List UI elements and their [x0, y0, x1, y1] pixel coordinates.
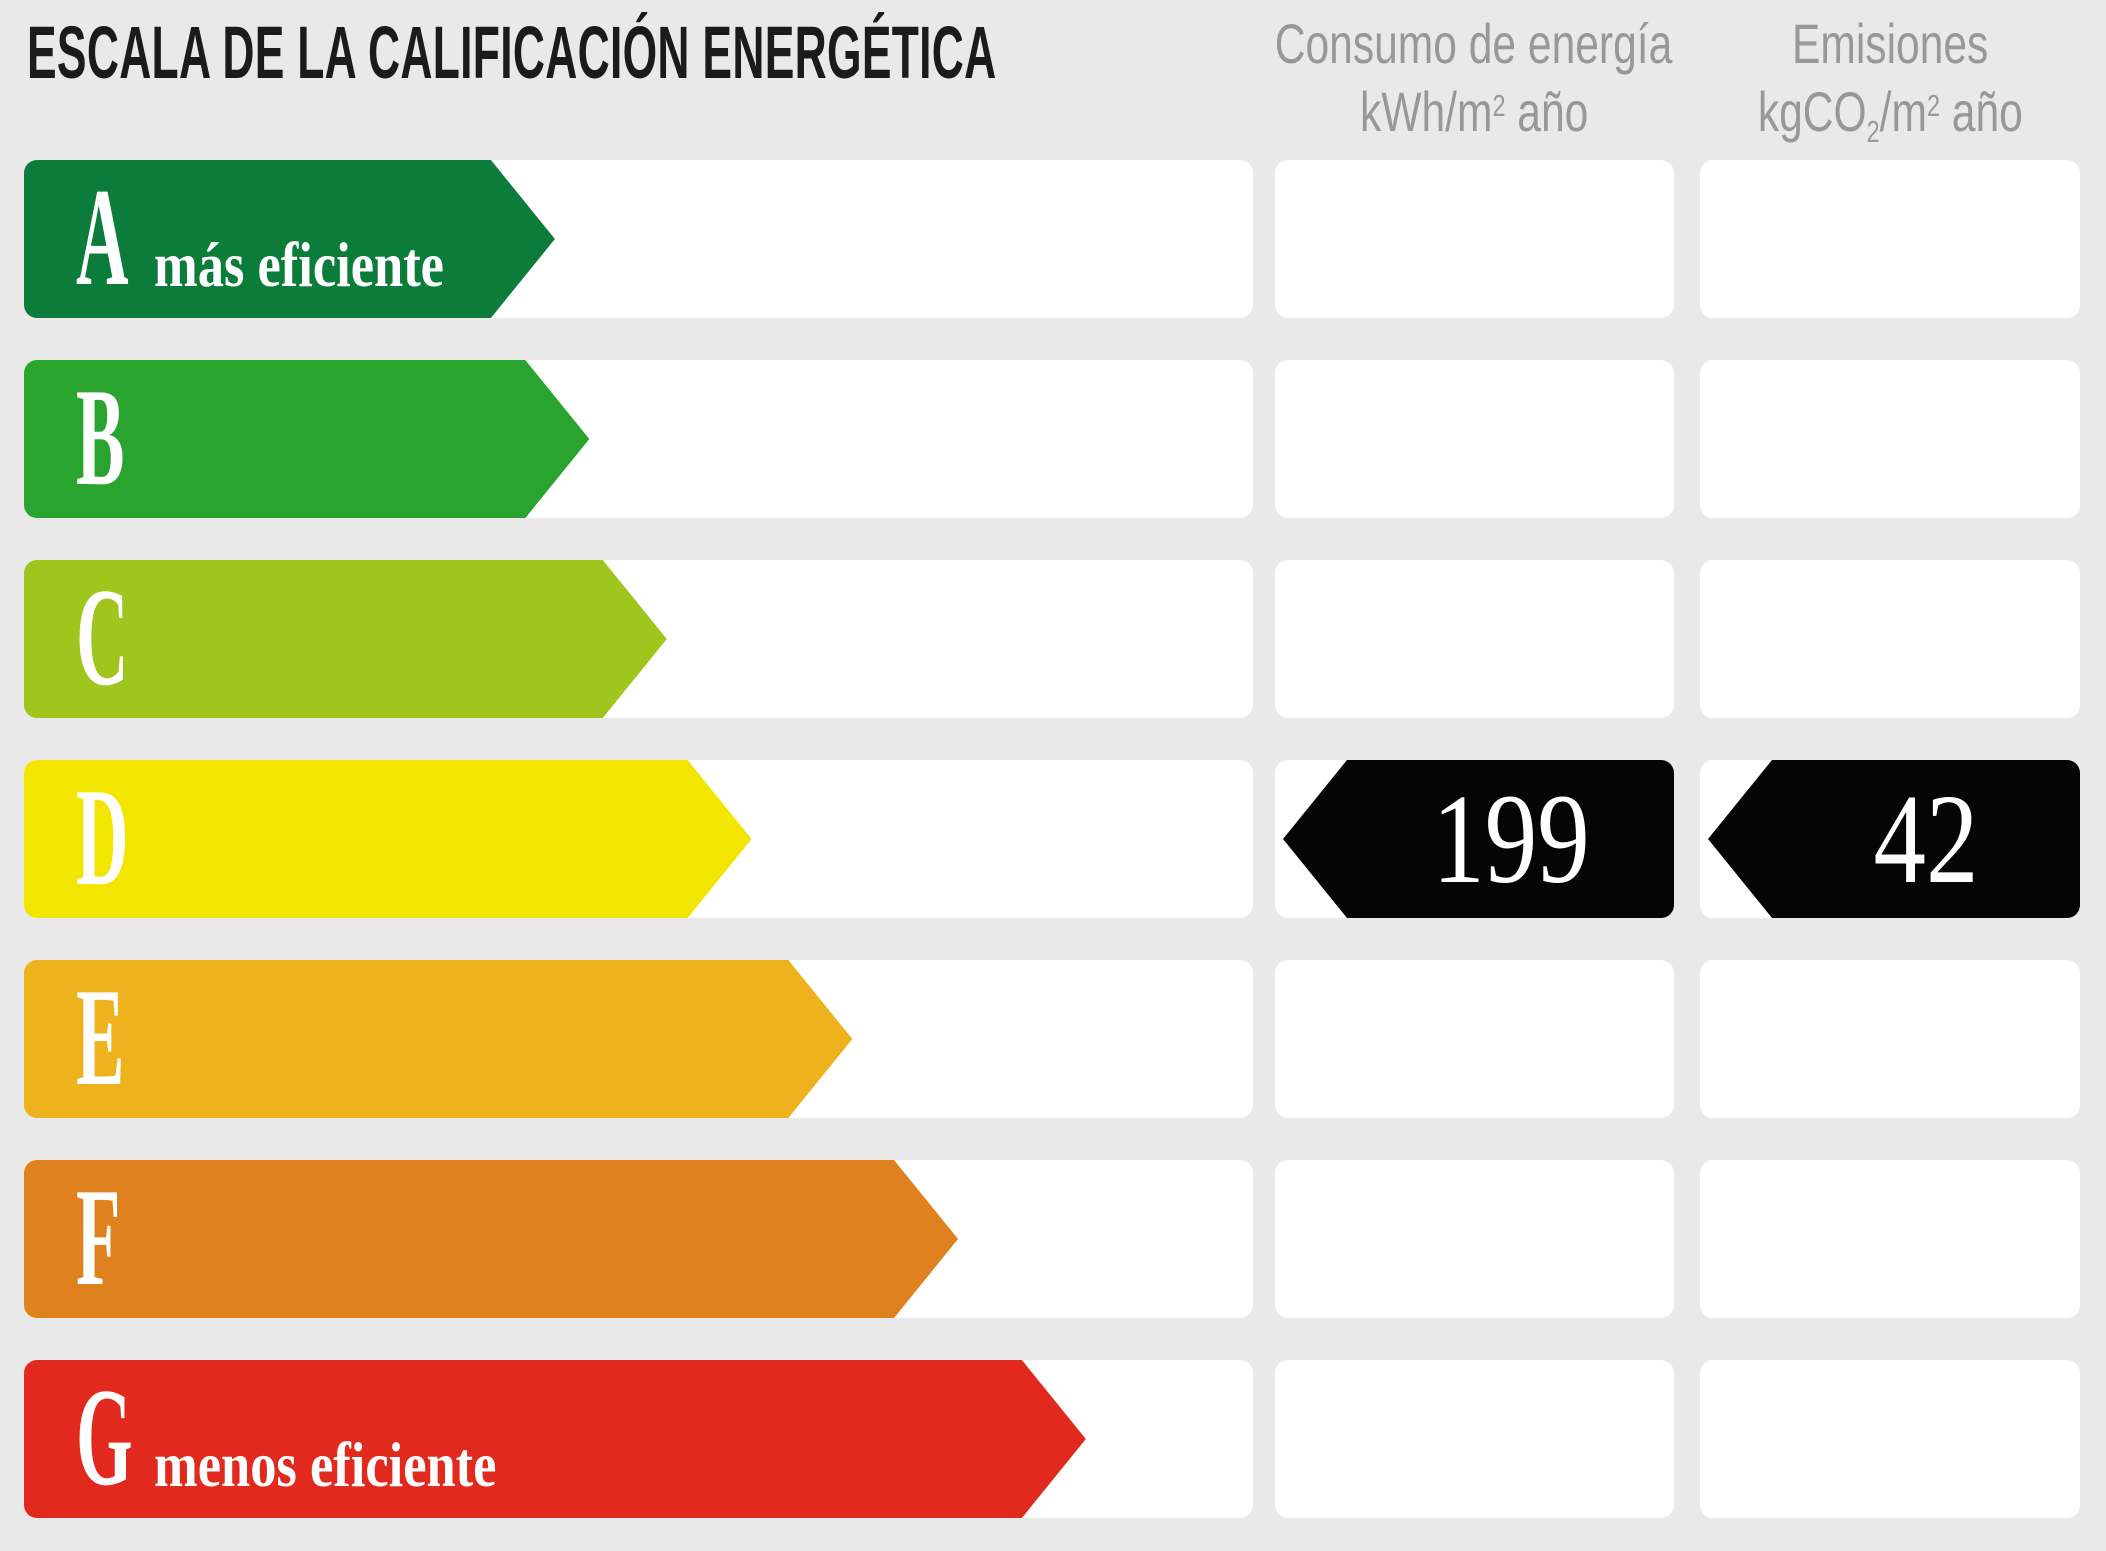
consumption-header-line1: Consumo de energía	[1275, 12, 1673, 75]
rating-arrow-f: F	[24, 1160, 958, 1318]
consumption-value: 199	[1431, 768, 1590, 910]
rating-letter-a: A	[76, 160, 129, 315]
rating-arrow-b: B	[24, 360, 589, 518]
rating-row-c: C	[0, 560, 2106, 718]
rating-arrow-e: E	[24, 960, 852, 1118]
rating-row-b: B	[0, 360, 2106, 518]
emissions-header-unit: kgCO2/m2 año	[1757, 80, 2023, 150]
consumption-header-unit: kWh/m2 año	[1359, 80, 1589, 144]
emissions-cell-b	[1700, 360, 2080, 518]
consumption-cell-b	[1275, 360, 1674, 518]
emissions-cell-f	[1700, 1160, 2080, 1318]
rating-letter-g: G	[76, 1360, 133, 1515]
rating-row-e: E	[0, 960, 2106, 1118]
consumption-value-arrow: 199	[1283, 760, 1674, 918]
rating-track-b: B	[24, 360, 1253, 518]
emissions-cell-d: 42	[1700, 760, 2080, 918]
page-title: ESCALA DE LA CALIFICACIÓN ENERGÉTICA	[27, 11, 997, 94]
consumption-cell-d: 199	[1275, 760, 1674, 918]
rating-arrow-d: D	[24, 760, 752, 918]
emissions-value: 42	[1873, 768, 1979, 910]
consumption-cell-c	[1275, 560, 1674, 718]
rating-arrow-a: A más eficiente	[24, 160, 555, 318]
emissions-header-line1: Emisiones	[1791, 12, 1989, 75]
rating-label-least-efficient: menos eficiente	[154, 1429, 497, 1500]
consumption-cell-e	[1275, 960, 1674, 1118]
rating-arrow-c: C	[24, 560, 667, 718]
rating-track-e: E	[24, 960, 1253, 1118]
rating-row-g: G menos eficiente	[0, 1360, 2106, 1518]
rating-letter-b: B	[76, 360, 125, 515]
consumption-cell-f	[1275, 1160, 1674, 1318]
emissions-cell-a	[1700, 160, 2080, 318]
rating-row-d: D 199 42	[0, 760, 2106, 918]
rating-arrow-g: G menos eficiente	[24, 1360, 1086, 1518]
rating-track-c: C	[24, 560, 1253, 718]
rating-letter-e: E	[76, 960, 125, 1115]
column-header-emissions: Emisiones kgCO2/m2 año	[1610, 10, 2106, 150]
rating-track-a: A más eficiente	[24, 160, 1253, 318]
rating-letter-c: C	[76, 560, 129, 715]
rating-label-most-efficient: más eficiente	[154, 229, 444, 300]
rating-track-d: D	[24, 760, 1253, 918]
emissions-cell-g	[1700, 1360, 2080, 1518]
column-header-consumption: Consumo de energía kWh/m2 año	[1194, 10, 1754, 147]
consumption-cell-a	[1275, 160, 1674, 318]
emissions-cell-c	[1700, 560, 2080, 718]
rating-row-a: A más eficiente	[0, 160, 2106, 318]
rating-row-f: F	[0, 1160, 2106, 1318]
rating-track-g: G menos eficiente	[24, 1360, 1253, 1518]
rating-track-f: F	[24, 1160, 1253, 1318]
rating-letter-d: D	[76, 760, 129, 915]
emissions-cell-e	[1700, 960, 2080, 1118]
rating-letter-f: F	[76, 1160, 121, 1315]
emissions-value-arrow: 42	[1708, 760, 2080, 918]
consumption-cell-g	[1275, 1360, 1674, 1518]
